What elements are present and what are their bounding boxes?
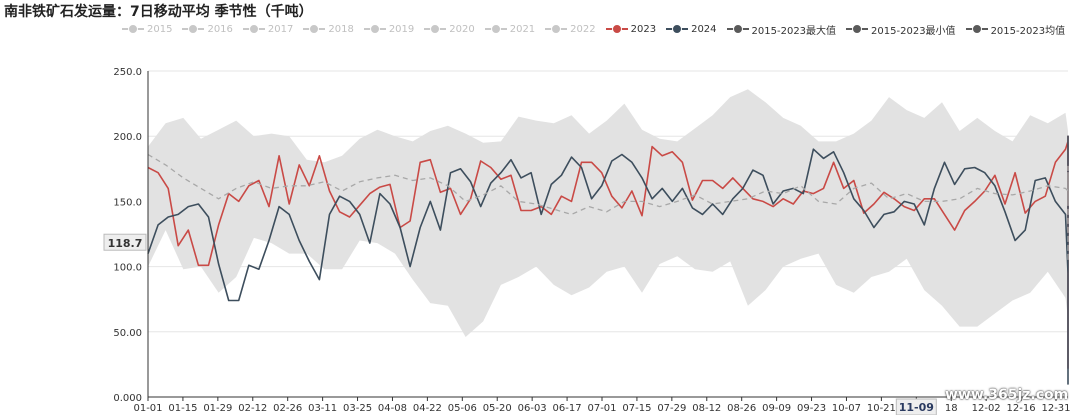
legend-item-0[interactable]: 2015	[122, 24, 172, 35]
x-tick-label: 01-29	[203, 403, 232, 414]
crosshair-y-label: 118.7	[108, 237, 143, 250]
legend-marker-icon	[965, 24, 988, 34]
chart-area: 01-01 01-15 01-29 02-12 02-26 03-11 03-25 04-08…	[103, 67, 1071, 415]
x-tick-label: 07-15	[622, 403, 651, 414]
x-tick-label: 04-08	[378, 403, 407, 414]
legend-marker-icon	[363, 24, 386, 34]
legend-label: 2020	[449, 23, 475, 35]
x-tick-label: 08-12	[692, 403, 721, 414]
x-tick-label: 06-03	[518, 403, 547, 414]
legend-item-5[interactable]: 2020	[424, 23, 475, 35]
legend-label: 2015	[147, 23, 173, 35]
legend-label: 2024	[691, 23, 717, 35]
x-tick-label: 01-15	[168, 403, 197, 414]
x-tick-label: 09-09	[762, 403, 791, 414]
legend-marker-icon	[726, 24, 749, 34]
x-tick-label: 07-01	[587, 403, 616, 414]
x-tick-label: 10-21	[867, 403, 896, 414]
legend-label: 2015-2023最小值	[871, 25, 956, 37]
crosshair: 118.7 11-09	[103, 233, 937, 415]
legend-item-2[interactable]: 2017	[242, 23, 294, 35]
max-min-band	[148, 89, 1068, 371]
legend-item-11[interactable]: 2015-2023最小值	[846, 22, 956, 37]
series-lines	[147, 135, 1069, 385]
x-tick-label: 03-11	[308, 403, 337, 414]
x-tick-label: 03-25	[343, 403, 372, 414]
legend-label: 2023	[630, 23, 657, 35]
legend-marker-icon	[122, 24, 144, 34]
legend-item-10[interactable]: 2015-2023最大值	[726, 22, 837, 37]
legend-marker-icon	[242, 24, 265, 34]
legend-item-3[interactable]: 2018	[303, 23, 354, 35]
crosshair-y-label-box	[103, 233, 147, 251]
watermark: www.365jz.com	[945, 387, 1069, 403]
legend-item-1[interactable]: 2016	[182, 23, 233, 35]
legend-marker-icon	[666, 24, 689, 34]
x-tick-label: 08-26	[727, 403, 756, 414]
y-tick-label: 200.0	[113, 132, 142, 143]
x-tick-label: 02-12	[238, 403, 267, 414]
x-tick-label: 07-29	[657, 403, 686, 414]
x-tick-label: 10-07	[832, 403, 861, 414]
legend: 2015 2016 2017 2018 2019 2020 2021 2022 2023 2024…	[122, 22, 1075, 37]
x-tick-label: 09-23	[797, 403, 826, 414]
legend-item-12[interactable]: 2015-2023均值	[965, 22, 1066, 37]
legend-marker-icon	[545, 24, 568, 34]
legend-item-7[interactable]: 2022	[545, 23, 596, 35]
band-area	[148, 89, 1068, 371]
series-line-series-2	[147, 153, 1069, 263]
legend-label: 2015-2023均值	[990, 25, 1066, 37]
legend-marker-icon	[182, 24, 205, 34]
legend-item-8[interactable]: 2023	[605, 23, 657, 35]
x-axis-ticks: 01-01 01-15 01-29 02-12 02-26 03-11 03-25 04-08…	[133, 397, 1071, 414]
legend-marker-icon	[605, 24, 628, 34]
legend-item-4[interactable]: 2019	[363, 23, 415, 35]
x-tick-label: 05-20	[483, 403, 512, 414]
legend-label: 2016	[207, 23, 233, 35]
y-axis-ticks: 0.000 50.00 100.0 150.0 200.0 250.0	[113, 67, 142, 404]
x-tick-label: 12-16	[1007, 403, 1036, 414]
legend-label: 2022	[570, 23, 596, 35]
y-tick-label: 150.0	[113, 197, 142, 208]
x-tick-label: 05-06	[448, 403, 477, 414]
chart-title: 南非铁矿石发运量：7日移动平均 季节性（千吨）	[4, 4, 313, 20]
legend-item-9[interactable]: 2024	[666, 23, 717, 35]
y-tick-label: 250.0	[113, 67, 142, 78]
x-tick-label: 01-01	[133, 403, 162, 414]
legend-marker-icon	[303, 24, 326, 34]
x-tick-label: 06-17	[553, 403, 582, 414]
axes	[147, 71, 1068, 398]
x-tick-label: 02-26	[273, 403, 302, 414]
x-tick-label: 12-31	[1041, 403, 1070, 414]
x-tick-label: 12-02	[972, 403, 1001, 414]
legend-label: 2021	[509, 23, 536, 35]
y-tick-label: 50.00	[113, 328, 142, 339]
legend-label: 2015-2023最大值	[751, 25, 837, 37]
legend-marker-icon	[846, 24, 869, 34]
crosshair-x-label-box	[895, 398, 937, 415]
legend-item-6[interactable]: 2021	[484, 23, 536, 35]
legend-label: 2019	[388, 23, 415, 35]
legend-label: 2017	[267, 23, 294, 35]
x-tick-label: 04-22	[413, 403, 442, 414]
legend-label: 2018	[328, 23, 354, 35]
legend-marker-icon	[424, 24, 447, 34]
crosshair-x-label: 11-09	[899, 401, 934, 414]
x-tick-label: 18	[945, 403, 958, 414]
y-tick-label: 0.000	[113, 393, 142, 404]
legend-marker-icon	[484, 24, 507, 34]
y-tick-label: 100.0	[113, 263, 142, 274]
